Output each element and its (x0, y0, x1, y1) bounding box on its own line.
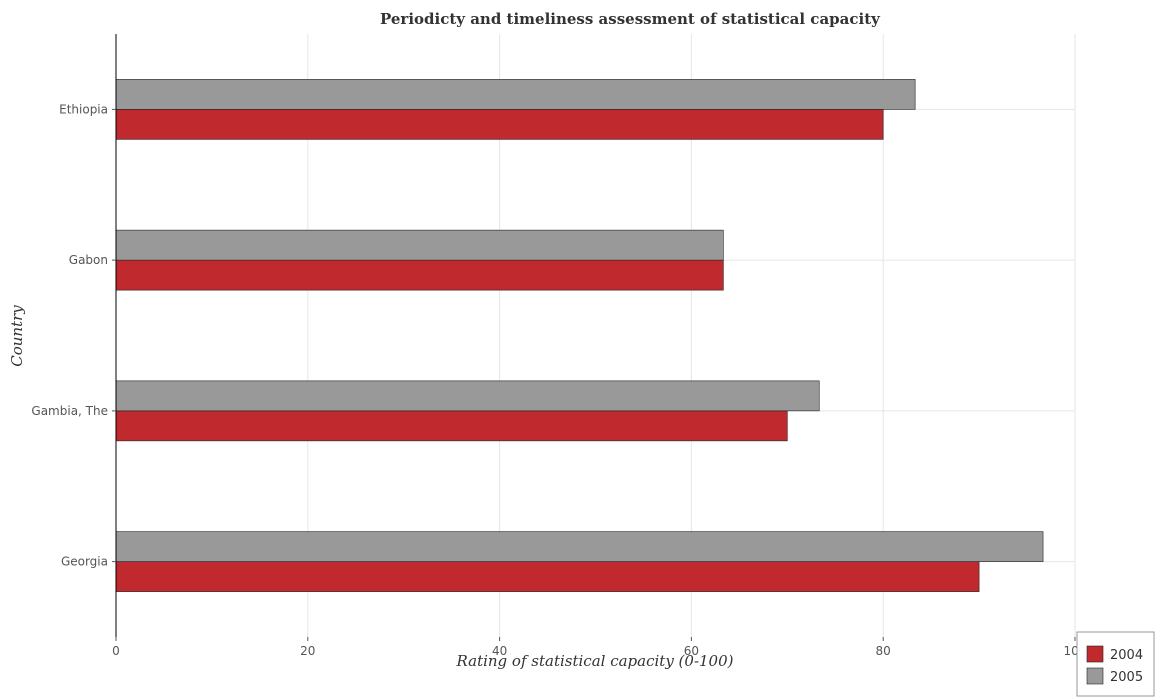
bar-2005 (115, 380, 820, 412)
legend-label: 2005 (1110, 670, 1143, 685)
legend: 2004 2005 (1076, 631, 1155, 697)
bar-2004 (115, 109, 884, 140)
y-tick-label: Ethiopia (59, 102, 108, 116)
bars (115, 79, 1044, 592)
bar-2004 (115, 259, 724, 291)
y-tick-label: Gabon (69, 253, 108, 267)
chart-title: Periodicty and timeliness assessment of … (380, 10, 881, 28)
bar-2004 (115, 561, 980, 592)
legend-swatch (1086, 645, 1104, 663)
bar-2005 (115, 229, 724, 261)
bar-2004 (115, 410, 788, 442)
x-tick-label: 60 (684, 644, 699, 658)
y-ticks: Ethiopia Gabon Gambia, The Georgia (31, 102, 116, 569)
x-axis-title: Rating of statistical capacity (0-100) (455, 652, 733, 670)
bar-2005 (115, 531, 1044, 562)
x-tick-label: 0 (112, 644, 120, 658)
x-tick-label: 40 (492, 644, 507, 658)
y-tick-label: Georgia (61, 555, 108, 569)
x-tick-label: 80 (876, 644, 891, 658)
x-tick-label: 20 (300, 644, 315, 658)
y-axis-title: Country (8, 305, 26, 367)
bar-2005 (115, 79, 916, 110)
y-tick-label: Gambia, The (31, 404, 108, 418)
legend-swatch (1086, 667, 1104, 685)
legend-box (1076, 631, 1155, 697)
legend-label: 2004 (1110, 648, 1143, 663)
